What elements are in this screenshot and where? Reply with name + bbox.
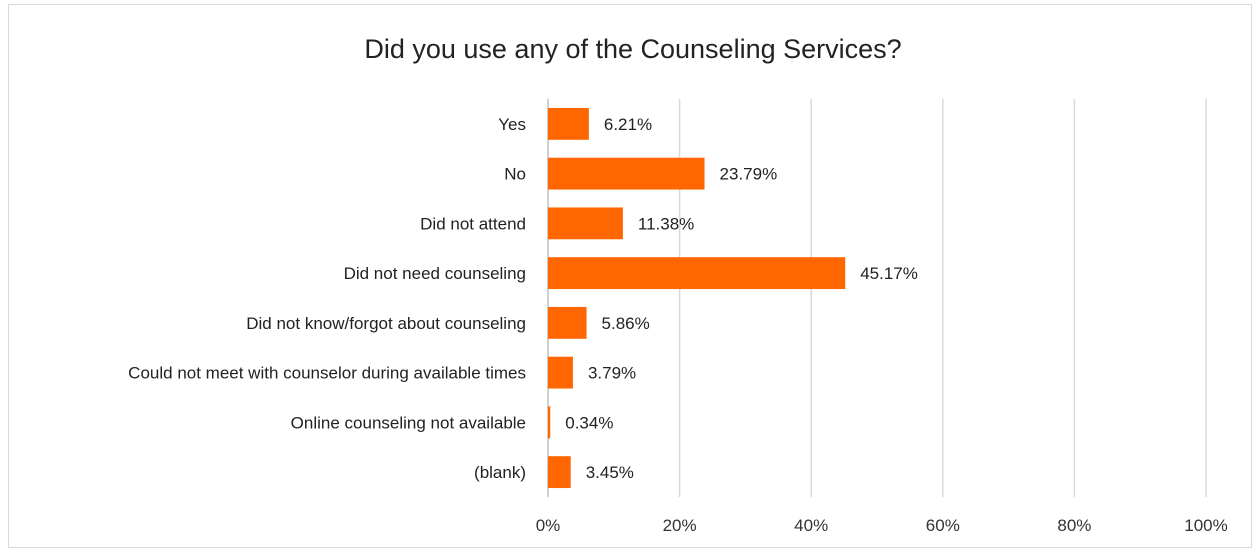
category-label: Could not meet with counselor during ava… <box>128 364 526 383</box>
value-label: 5.86% <box>602 314 650 333</box>
chart-title: Did you use any of the Counseling Servic… <box>364 34 901 64</box>
x-tick-label: 60% <box>926 516 960 535</box>
category-label: No <box>504 165 526 184</box>
category-label: Yes <box>498 115 526 134</box>
bar <box>548 456 571 489</box>
x-tick-label: 20% <box>663 516 697 535</box>
value-label: 23.79% <box>720 165 778 184</box>
bar <box>548 207 623 240</box>
bar <box>548 406 551 439</box>
bars <box>548 107 846 489</box>
bar <box>548 257 846 290</box>
value-label: 3.79% <box>588 364 636 383</box>
category-label: (blank) <box>474 463 526 482</box>
value-label: 0.34% <box>565 413 613 432</box>
bar <box>548 107 589 140</box>
bar <box>548 157 705 190</box>
bar <box>548 356 573 389</box>
x-tick-label: 80% <box>1057 516 1091 535</box>
value-label: 11.38% <box>638 214 694 233</box>
category-label: Online counseling not available <box>291 413 526 432</box>
labels: 0% 20% 40% 60% 80% 100% Yes 6.21% No 23.79% Did no… <box>128 115 1228 535</box>
value-label: 6.21% <box>604 115 652 134</box>
bar <box>548 306 587 339</box>
value-label: 45.17% <box>860 264 918 283</box>
category-label: Did not attend <box>420 214 526 233</box>
category-label: Did not need counseling <box>344 264 526 283</box>
value-label: 3.45% <box>586 463 634 482</box>
x-tick-label: 40% <box>794 516 828 535</box>
x-tick-label: 100% <box>1184 516 1227 535</box>
x-tick-label: 0% <box>536 516 561 535</box>
category-label: Did not know/forgot about counseling <box>246 314 526 333</box>
